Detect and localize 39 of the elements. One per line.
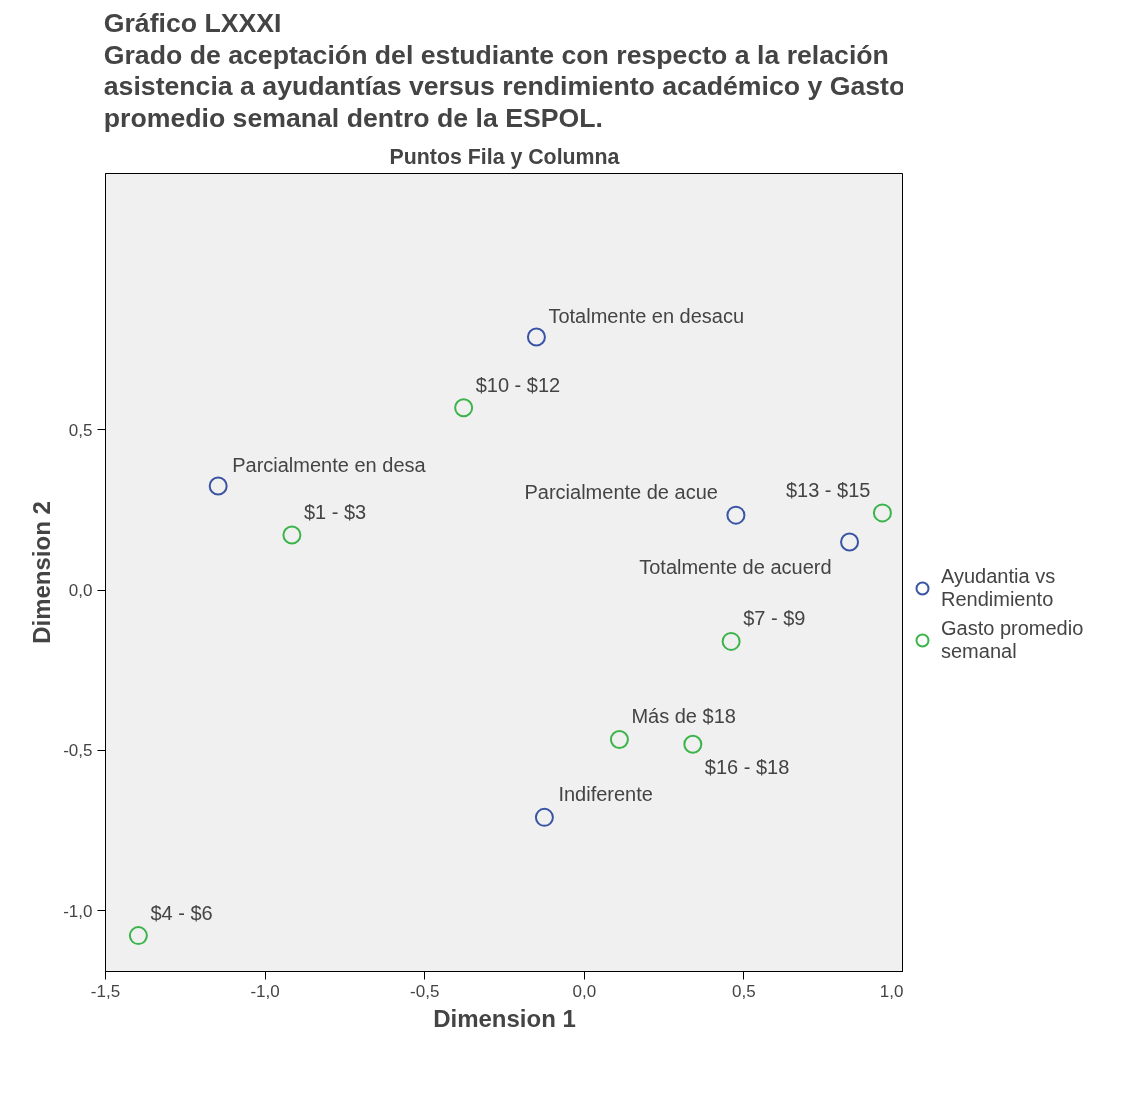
annotation: $10 - $12 [475, 373, 561, 396]
annotation: $1 - $3 [303, 501, 367, 523]
point [534, 807, 554, 827]
annotation: $16 - $18 [704, 756, 790, 779]
x-tick-label: 0,5 [732, 981, 756, 1001]
x-tick-label: 1,0 [879, 981, 904, 1001]
annotation: Más de $18 [631, 705, 736, 728]
x-tick-label: -1,0 [250, 981, 280, 1001]
annotation: $7 - $9 [743, 607, 806, 630]
point [208, 476, 228, 496]
point [840, 532, 860, 552]
x-tick-label: -1,5 [90, 981, 121, 1001]
y-tick-label: 0,0 [68, 581, 93, 601]
x-axis-title: Dimension 1 [433, 1004, 576, 1032]
point [609, 729, 629, 749]
annotation: Parcialmente de acue [524, 481, 718, 504]
point [872, 503, 892, 523]
point [128, 926, 148, 946]
point [683, 734, 703, 754]
chart-subtitle: Puntos Fila y Columna [389, 144, 620, 169]
point [721, 631, 741, 651]
annotation: $13 - $15 [785, 478, 871, 501]
annotation: Indiferente [558, 783, 653, 806]
y-axis-title: Dimension 2 [28, 501, 56, 644]
point [454, 398, 474, 418]
annotation: Parcialmente en desa [232, 453, 427, 476]
legend-label: Gasto promedio semanal [941, 617, 1084, 663]
legend-label: Ayudantia vs Rendimiento [941, 565, 1056, 611]
annotation: Totalmente en desacu [548, 304, 745, 327]
x-tick-label: 0,0 [572, 981, 597, 1001]
point [726, 505, 746, 525]
point [526, 327, 546, 347]
annotation: $4 - $6 [150, 901, 213, 924]
y-tick-label: 0,5 [68, 420, 93, 440]
y-tick-label: -1,0 [63, 901, 93, 921]
annotation: Totalmente de acuerd [639, 556, 832, 579]
point [282, 525, 302, 545]
y-tick-label: -0,5 [63, 741, 93, 761]
x-tick-label: -0,5 [410, 981, 440, 1001]
